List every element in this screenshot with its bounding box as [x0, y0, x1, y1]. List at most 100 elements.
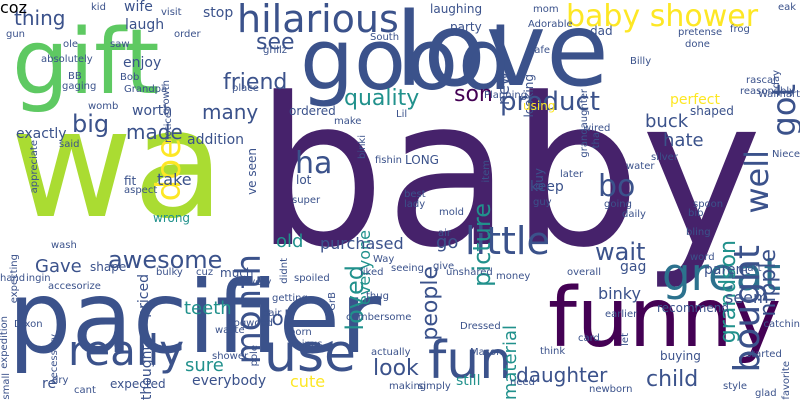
cloud-word: kid	[91, 2, 106, 13]
cloud-word: LONG	[405, 153, 439, 167]
cloud-word: purchased	[320, 234, 404, 253]
cloud-word: quality	[344, 86, 420, 111]
cloud-word: party	[450, 20, 482, 34]
cloud-word: seem	[725, 288, 769, 307]
cloud-word: thought	[139, 344, 155, 400]
cloud-word: dad	[590, 24, 613, 38]
cloud-word: water	[626, 161, 655, 172]
cloud-word: newborn	[589, 384, 633, 395]
cloud-word: didnt	[279, 258, 290, 284]
cloud-word: started	[746, 349, 782, 360]
cloud-word: guy	[533, 197, 552, 208]
cloud-word: hate	[663, 130, 704, 151]
cloud-word: thug	[366, 291, 389, 302]
cloud-word: Mason	[470, 347, 503, 358]
cloud-word: fit	[124, 174, 137, 188]
cloud-word: fun	[428, 331, 513, 391]
cloud-word: enjoy	[123, 55, 162, 71]
cloud-word: still	[456, 373, 481, 389]
cloud-word: frog	[730, 24, 750, 35]
cloud-word: mold	[439, 207, 464, 218]
cloud-word: ole	[63, 39, 79, 50]
cloud-word: ordered	[289, 104, 336, 118]
cloud-word: seeing	[391, 263, 424, 274]
cloud-word: hand	[0, 273, 26, 284]
cloud-word: part	[741, 263, 762, 274]
cloud-word: perfect	[670, 92, 720, 108]
cloud-word: wait	[595, 238, 646, 266]
cloud-word: absolutely	[41, 54, 93, 65]
cloud-word: simply	[418, 381, 451, 392]
cloud-word: coz	[0, 0, 27, 17]
cloud-word: Dixon	[14, 319, 43, 330]
cloud-word: baby shower	[566, 0, 759, 34]
cloud-word: safe	[529, 45, 551, 56]
cloud-word: great	[662, 248, 781, 301]
cloud-word: eak	[778, 2, 797, 13]
cloud-word: friend	[223, 70, 288, 95]
cloud-word: mom	[533, 4, 559, 15]
cloud-word: Billy	[630, 56, 652, 67]
cloud-word: wife	[124, 0, 153, 15]
cloud-word: give	[433, 261, 455, 272]
cloud-word: many	[202, 100, 259, 124]
cloud-word: lady	[404, 199, 426, 210]
cloud-word: thing	[14, 6, 66, 30]
cloud-word: GrB	[327, 292, 338, 311]
cloud-word: pair	[262, 308, 282, 319]
cloud-word: word	[690, 252, 715, 263]
cloud-word: cumbersome	[346, 312, 412, 323]
cloud-word: place	[232, 83, 259, 94]
cloud-word: ha	[295, 146, 333, 181]
cloud-word: ingin	[26, 273, 51, 284]
cloud-word: make	[334, 116, 362, 127]
cloud-word: favorite	[781, 361, 792, 400]
cloud-word: wrong	[153, 211, 191, 225]
cloud-word: BB	[68, 71, 82, 82]
cloud-word: little	[465, 219, 550, 263]
cloud-word: gaging	[62, 81, 97, 92]
cloud-word: silver	[651, 152, 678, 163]
cloud-word: take	[157, 170, 192, 189]
cloud-word: buying	[660, 349, 701, 363]
cloud-word: daily	[622, 209, 646, 220]
cloud-word: super	[292, 195, 321, 206]
cloud-word: Lil	[396, 109, 408, 120]
cloud-word: saw	[110, 39, 130, 50]
cloud-word: buy	[532, 168, 546, 191]
cloud-word: item	[481, 160, 492, 183]
cloud-word: let	[620, 333, 631, 346]
cloud-word: shaped	[690, 104, 734, 118]
cloud-word: binky	[598, 284, 641, 303]
cloud-word: child	[646, 367, 699, 392]
cloud-word: material	[500, 324, 521, 400]
cloud-word: cute	[290, 372, 326, 391]
cloud-word: wash	[51, 240, 77, 251]
cloud-word: going	[604, 199, 632, 210]
cloud-word: laugh	[125, 17, 165, 33]
cloud-word: womb	[88, 101, 119, 112]
cloud-word: order	[174, 29, 201, 40]
cloud-word: well	[738, 150, 776, 214]
cloud-word: pretense	[678, 27, 723, 38]
cloud-word: pole	[249, 345, 260, 367]
cloud-word: notice	[163, 112, 174, 143]
cloud-word: lol	[266, 306, 290, 330]
cloud-word: gag	[620, 259, 647, 275]
cloud-word: waste	[215, 325, 245, 336]
cloud-word: air	[438, 228, 452, 239]
cloud-word: think	[540, 346, 566, 357]
cloud-word: much	[220, 266, 254, 280]
cloud-word: earlier	[605, 309, 638, 320]
cloud-word: actually	[371, 347, 411, 358]
cloud-word: bling	[686, 227, 711, 238]
cloud-word: need	[510, 377, 535, 388]
cloud-word: product	[500, 87, 601, 117]
cloud-word: cuz	[196, 267, 214, 278]
cloud-word: worth	[132, 103, 173, 119]
cloud-word: using	[523, 99, 556, 113]
cloud-word: big	[72, 110, 110, 138]
cloud-word: best	[404, 189, 426, 200]
cloud-word: pacifier	[8, 259, 382, 376]
